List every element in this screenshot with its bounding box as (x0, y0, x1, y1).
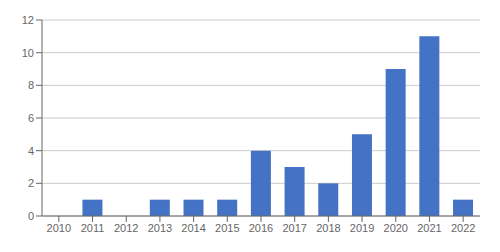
svg-text:2010: 2010 (47, 222, 71, 234)
svg-text:6: 6 (28, 112, 34, 124)
svg-text:2011: 2011 (81, 222, 105, 234)
svg-text:2014: 2014 (181, 222, 205, 234)
svg-text:2021: 2021 (417, 222, 441, 234)
svg-text:2022: 2022 (451, 222, 475, 234)
svg-text:8: 8 (28, 79, 34, 91)
svg-text:0: 0 (28, 210, 34, 222)
svg-text:2012: 2012 (114, 222, 138, 234)
svg-text:2: 2 (28, 177, 34, 189)
svg-text:2016: 2016 (249, 222, 273, 234)
svg-text:12: 12 (22, 14, 34, 26)
svg-text:2013: 2013 (148, 222, 172, 234)
svg-text:2017: 2017 (282, 222, 306, 234)
svg-text:4: 4 (28, 145, 34, 157)
svg-text:2020: 2020 (384, 222, 408, 234)
svg-text:10: 10 (22, 47, 34, 59)
svg-text:2019: 2019 (350, 222, 374, 234)
svg-text:2018: 2018 (316, 222, 340, 234)
svg-text:2015: 2015 (215, 222, 239, 234)
